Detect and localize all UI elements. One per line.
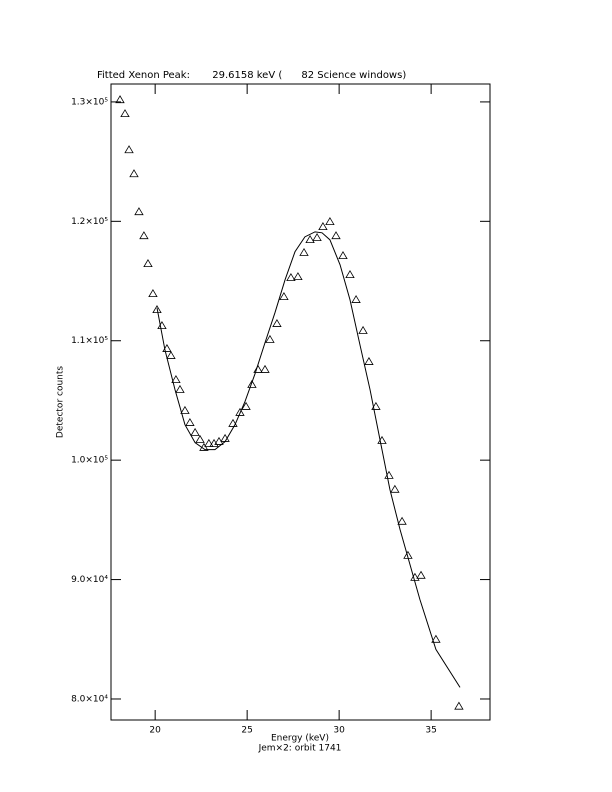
chart-title: Fitted Xenon Peak: 29.6158 keV ( 82 Scie…: [97, 70, 406, 81]
data-point: [190, 427, 200, 436]
data-point: [364, 356, 374, 365]
data-point: [299, 247, 309, 256]
fit-line: [156, 231, 461, 688]
data-point: [371, 401, 381, 410]
data-point: [345, 270, 355, 279]
data-point: [454, 701, 464, 710]
data-point: [279, 292, 289, 300]
data-point: [318, 222, 328, 231]
data-point: [241, 401, 251, 410]
data-point: [293, 272, 303, 281]
data-point: [305, 235, 315, 244]
data-point: [180, 405, 190, 414]
data-point: [139, 231, 149, 240]
plot-frame: [110, 83, 491, 721]
x-tick-label: 25: [241, 726, 252, 736]
data-point: [143, 259, 153, 268]
x-tick-label: 30: [333, 726, 345, 736]
data-point: [129, 169, 139, 178]
data-point: [351, 294, 361, 303]
x-axis-label: Energy (keV): [271, 734, 329, 744]
data-point: [134, 207, 144, 216]
data-point: [185, 417, 195, 426]
data-point: [390, 484, 400, 493]
data-point: [148, 289, 158, 298]
data-point: [175, 384, 185, 393]
data-point: [416, 570, 426, 579]
data-point: [204, 438, 214, 447]
data-point: [431, 634, 441, 643]
y-tick-label: 1.1×10⁵: [71, 336, 108, 346]
data-point: [171, 375, 181, 383]
data-point: [124, 145, 134, 154]
y-tick-label: 8.0×10⁴: [71, 694, 108, 704]
data-point: [260, 364, 270, 373]
data-point: [265, 334, 275, 343]
data-point: [312, 233, 322, 242]
data-point: [120, 109, 130, 118]
data-point: [338, 251, 348, 260]
data-point: [331, 231, 341, 240]
y-tick-label: 1.0×10⁵: [71, 456, 108, 466]
data-point: [247, 379, 257, 388]
data-point: [195, 434, 205, 443]
data-point: [325, 217, 335, 226]
data-point: [115, 95, 125, 104]
y-tick-label: 1.3×10⁵: [71, 97, 108, 107]
data-point: [152, 305, 162, 314]
data-point: [166, 350, 176, 359]
x-tick-label: 20: [149, 726, 161, 736]
data-point: [358, 325, 368, 334]
subtitle: Jem×2: orbit 1741: [258, 744, 342, 754]
data-point: [235, 407, 245, 416]
data-point: [228, 418, 238, 427]
y-tick-label: 1.2×10⁵: [71, 217, 108, 227]
data-point: [272, 318, 282, 327]
data-point: [397, 516, 407, 525]
y-axis-label: Detector counts: [56, 366, 66, 438]
x-tick-label: 35: [425, 726, 436, 736]
data-point: [286, 273, 296, 282]
data-point: [253, 364, 263, 373]
y-tick-label: 9.0×10⁴: [71, 575, 108, 585]
